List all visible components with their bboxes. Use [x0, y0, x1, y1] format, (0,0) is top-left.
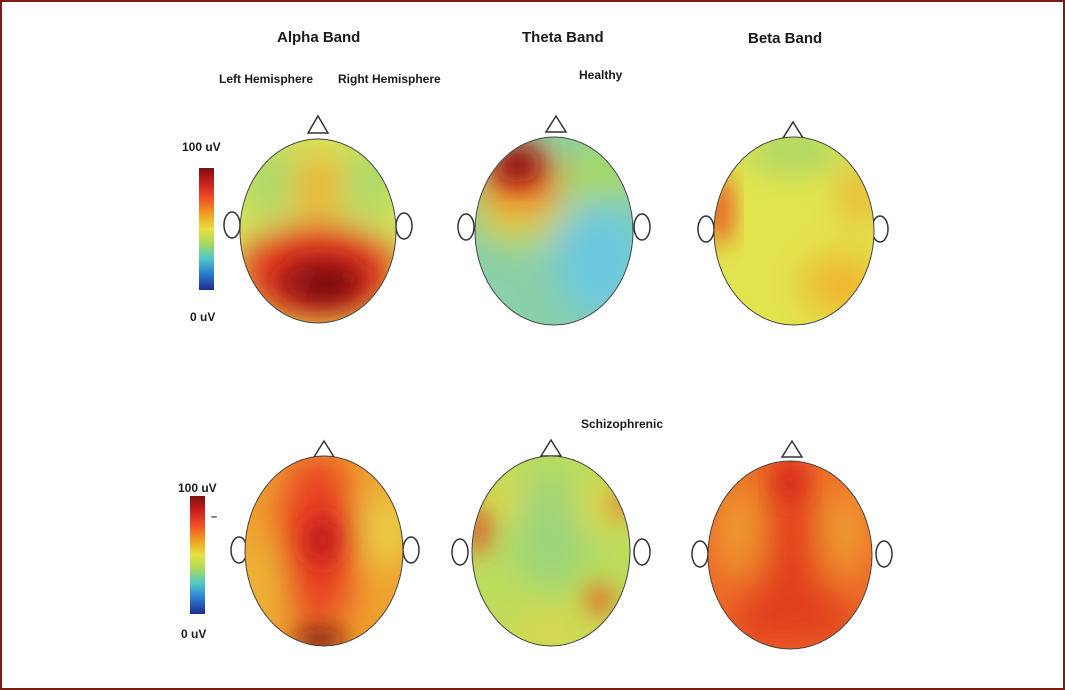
right-ear-icon [875, 540, 893, 568]
head-map-schizophrenic-theta [451, 438, 651, 647]
left-ear-icon [223, 211, 241, 239]
nose-icon [544, 114, 568, 133]
head-map-schizophrenic-alpha [230, 439, 420, 647]
right-ear-icon [395, 212, 413, 240]
left-ear-icon [457, 213, 475, 241]
nose-icon [780, 439, 804, 458]
right-hemisphere-label: Right Hemisphere [338, 72, 441, 86]
colorbar-bottom [190, 496, 205, 614]
nose-icon [306, 114, 330, 134]
beta-band-title: Beta Band [748, 30, 823, 47]
left-ear-icon [697, 215, 715, 243]
colorbar-max-label-bottom: 100 uV [178, 481, 217, 495]
colorbar-tick-mark: – [211, 511, 218, 523]
right-ear-icon [633, 538, 651, 566]
head-map-healthy-theta [457, 114, 651, 326]
theta-band-title: Theta Band [522, 29, 604, 46]
right-ear-icon [402, 536, 420, 564]
left-ear-icon [691, 540, 709, 568]
head-map-schizophrenic-beta [691, 439, 893, 650]
schizophrenic-label: Schizophrenic [581, 417, 664, 431]
colorbar-min-label: 0 uV [190, 310, 216, 324]
right-ear-icon [633, 213, 651, 241]
head-map-healthy-alpha [223, 114, 413, 324]
colorbar-min-label-bottom: 0 uV [181, 627, 207, 641]
left-ear-icon [451, 538, 469, 566]
head-map-healthy-beta [697, 120, 889, 326]
nose-icon [312, 439, 336, 458]
nose-icon [539, 438, 563, 457]
colorbar-max-label: 100 uV [182, 140, 221, 154]
healthy-label: Healthy [579, 68, 623, 82]
alpha-band-title: Alpha Band [277, 29, 361, 46]
nose-icon [781, 120, 805, 139]
colorbar-top [199, 168, 214, 290]
left-hemisphere-label: Left Hemisphere [219, 72, 314, 86]
